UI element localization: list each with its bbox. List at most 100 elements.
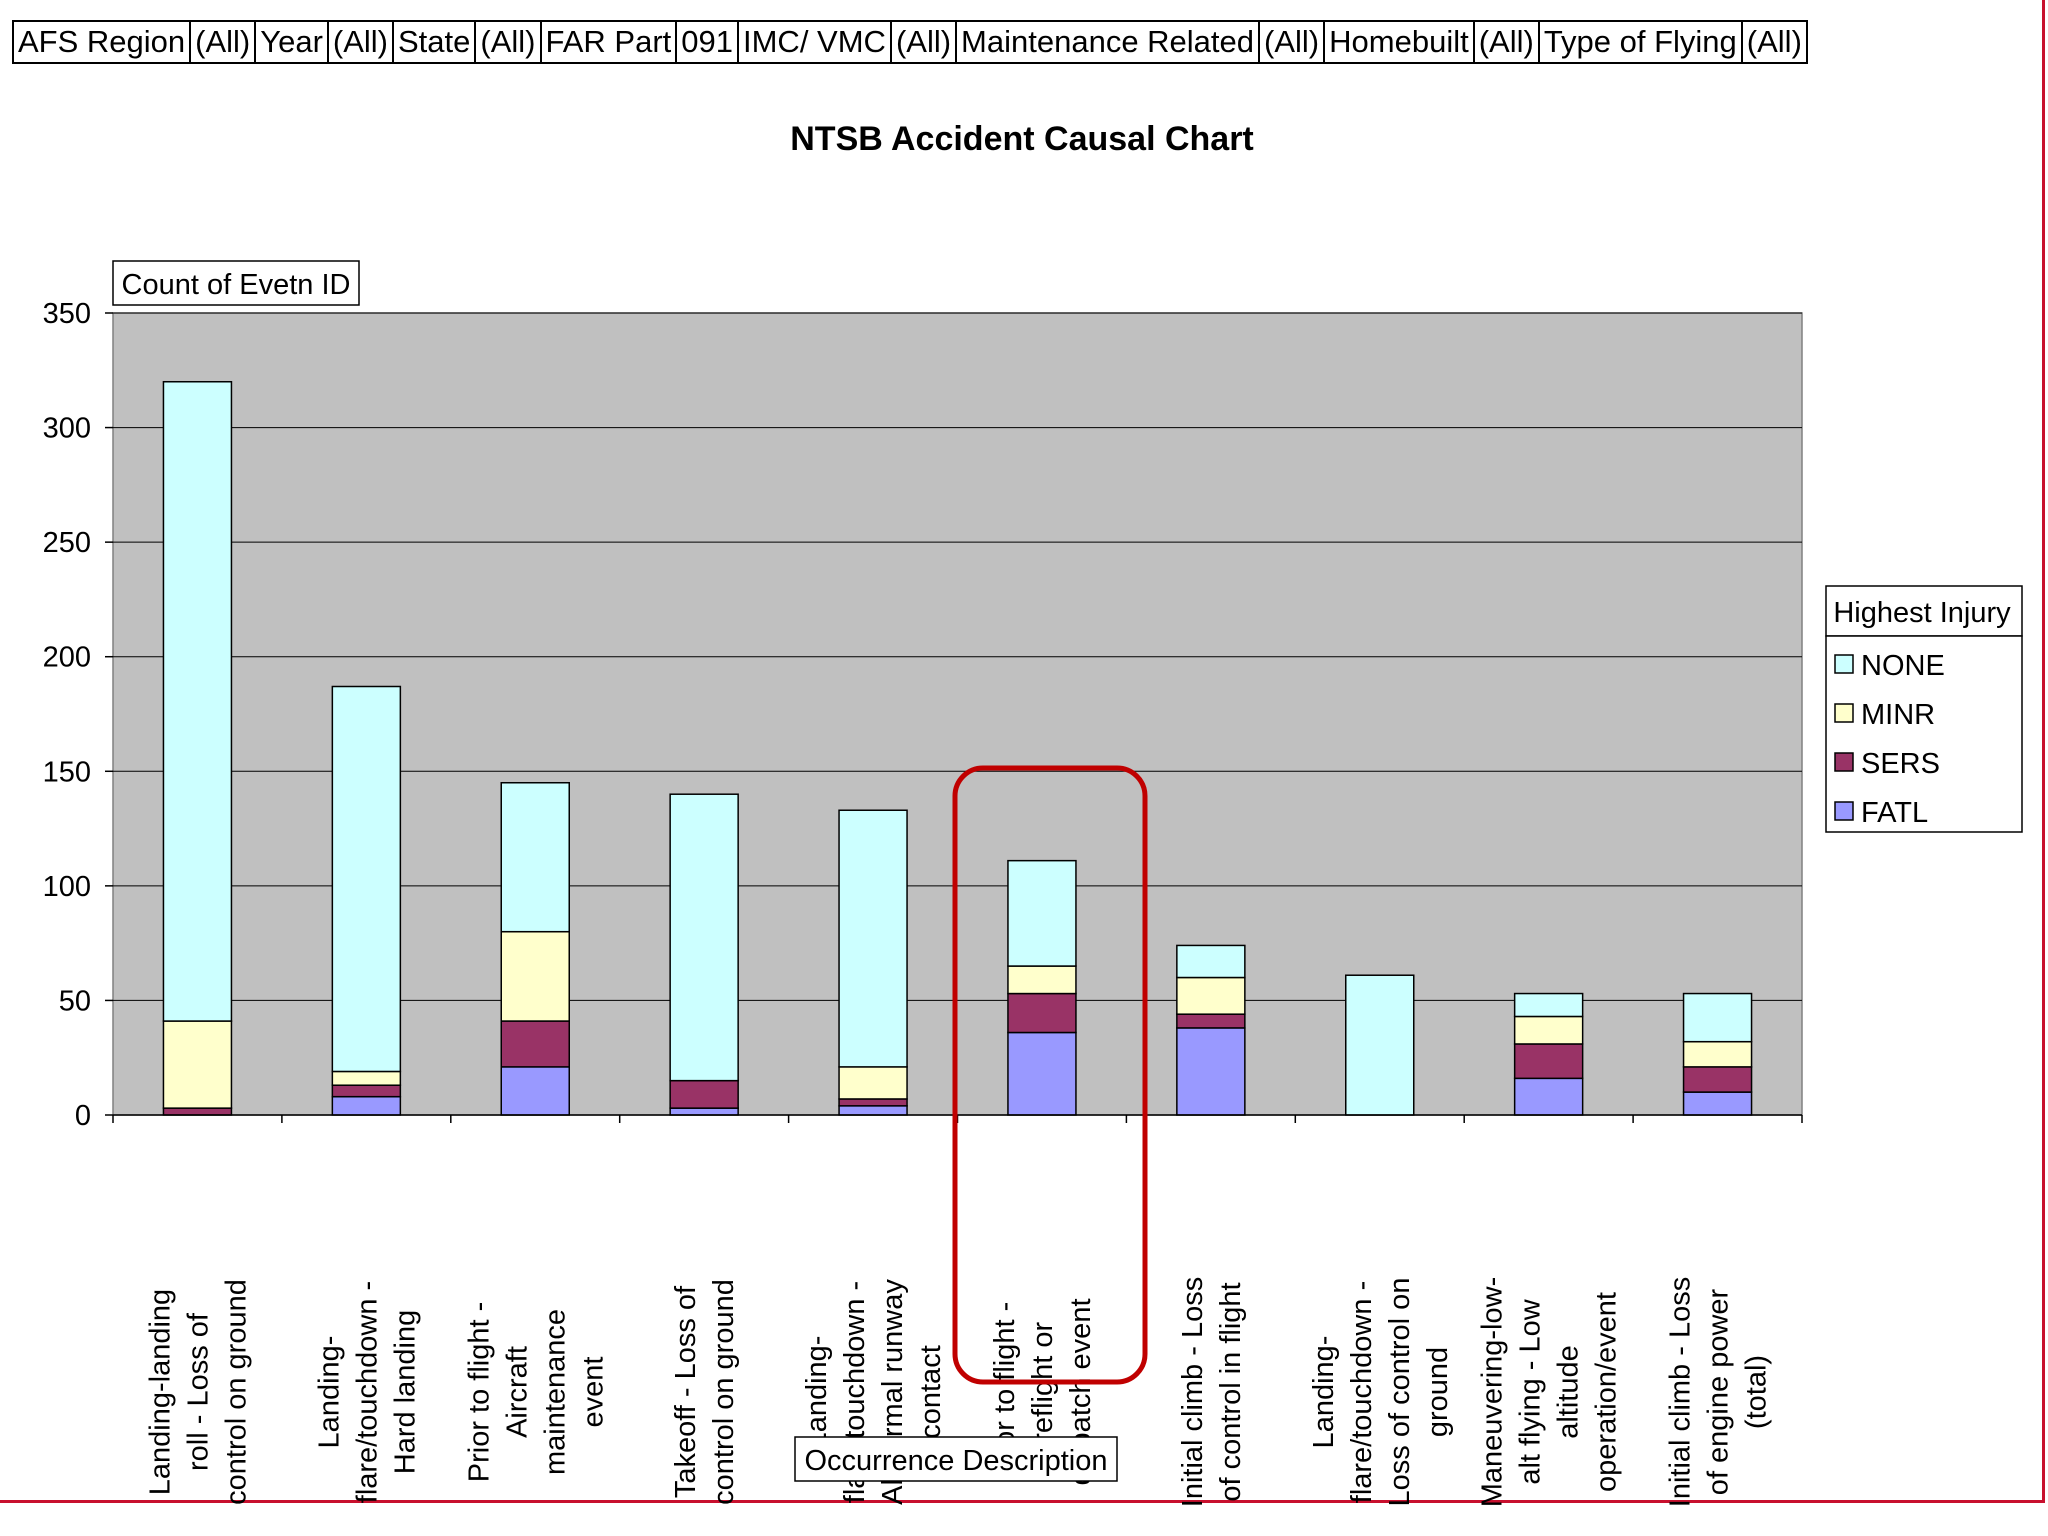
filter-field-imc-vmc[interactable]: IMC/ VMC — [739, 22, 892, 62]
x-axis-title: Occurrence Description — [805, 1445, 1108, 1477]
bar-segment-minr — [1176, 976, 1246, 1015]
bar-segment-sers — [1513, 1043, 1584, 1080]
y-tick-label: 0 — [75, 1100, 91, 1132]
bar-segment-fatl — [838, 1105, 908, 1116]
bar-segment-fatl — [331, 1095, 402, 1116]
x-category-label-line: operation/event — [1591, 1292, 1623, 1492]
x-category-label-line: altitude — [1553, 1345, 1585, 1439]
legend-swatch-none — [1834, 654, 1854, 674]
bar-segment-none — [1007, 859, 1077, 967]
bar-segment-none — [1513, 992, 1584, 1018]
x-category-label-line: maintenance — [539, 1309, 571, 1475]
filter-value-imc-vmc[interactable]: (All) — [892, 22, 958, 62]
x-category-label-line: Landing-landing — [144, 1289, 176, 1495]
x-category-label-line: contact — [915, 1345, 947, 1439]
filter-value-far-part[interactable]: 091 — [677, 22, 739, 62]
bar-segment-minr — [500, 930, 570, 1022]
bar-segment-none — [1176, 944, 1246, 979]
bar-segment-fatl — [500, 1066, 570, 1116]
x-category-label-line: Initial climb - Loss — [1665, 1277, 1697, 1507]
highlight-frame — [952, 765, 1148, 1385]
y-tick-label: 150 — [43, 756, 91, 788]
filter-value-maintenance-related[interactable]: (All) — [1260, 22, 1326, 62]
legend-label-minr: MINR — [1861, 699, 1935, 731]
y-axis: 0 50 100 150 200 250 300 350 — [43, 298, 113, 1132]
bar-segment-sers — [669, 1079, 739, 1109]
bar-segment-sers — [1682, 1066, 1753, 1093]
filter-field-far-part[interactable]: FAR Part — [542, 22, 678, 62]
bar-segment-none — [500, 781, 570, 933]
filter-value-year[interactable]: (All) — [329, 22, 394, 62]
x-category-label-line: Takeoff - Loss of — [670, 1285, 702, 1498]
bar-segment-fatl — [1682, 1091, 1753, 1116]
bar-segment-minr — [331, 1070, 402, 1086]
y-tick-label: 200 — [43, 642, 91, 674]
pivot-filter-bar: AFS Region (All) Year (All) State (All) … — [12, 20, 1808, 64]
x-axis-title-box — [794, 1436, 1118, 1482]
x-category-label-line: of control in flight — [1215, 1282, 1247, 1501]
x-category-label-line: Landing- — [313, 1336, 345, 1449]
chart-title: NTSB Accident Causal Chart — [790, 120, 1254, 158]
bar-segment-sers — [500, 1020, 570, 1068]
filter-field-homebuilt[interactable]: Homebuilt — [1325, 22, 1475, 62]
bar-segment-none — [162, 380, 233, 1022]
filter-field-year[interactable]: Year — [256, 22, 329, 62]
bar-segment-minr — [162, 1020, 233, 1109]
page-border-right — [2042, 0, 2045, 1503]
x-category-label-line: Maneuvering-low- — [1477, 1277, 1509, 1508]
y-axis-title: Count of Evetn ID — [122, 269, 351, 301]
bar-segment-none — [1345, 974, 1415, 1116]
filter-field-state[interactable]: State — [394, 22, 477, 62]
bar-segment-sers — [1007, 992, 1077, 1034]
x-category-label-line: Hard landing — [389, 1310, 421, 1474]
filter-value-homebuilt[interactable]: (All) — [1475, 22, 1540, 62]
x-category-label-line: Loss of control on — [1384, 1278, 1416, 1507]
legend: Highest Injury NONE MINR SERS FATL — [1825, 585, 2023, 833]
bar-segment-minr — [1007, 965, 1077, 995]
filter-value-type-of-flying[interactable]: (All) — [1746, 24, 1802, 59]
x-category-label-line: Landing- — [801, 1336, 833, 1449]
bar-segment-fatl — [1007, 1031, 1077, 1116]
filter-field-afs-region[interactable]: AFS Region — [14, 22, 192, 62]
x-category-label-line: flare/touchdown - — [351, 1281, 383, 1503]
legend-label-none: NONE — [1861, 650, 1945, 682]
x-category-label-line: event — [577, 1357, 609, 1428]
filter-value-state[interactable]: (All) — [476, 22, 542, 62]
y-tick-label: 100 — [43, 871, 91, 903]
bar-segment-fatl — [1176, 1027, 1246, 1116]
legend-swatch-sers — [1834, 752, 1854, 772]
y-tick-label: 300 — [43, 413, 91, 445]
x-category-label-line: Initial climb - Loss — [1177, 1277, 1209, 1507]
bars — [162, 380, 1753, 1116]
x-category-label-line: ground — [1422, 1347, 1454, 1437]
x-axis-category-labels: Landing-landing roll - Loss of control on … — [144, 1277, 1772, 1508]
bar-segment-sers — [1176, 1013, 1246, 1029]
x-category-label-line: Prior to flight - — [463, 1302, 495, 1483]
bar-segment-sers — [162, 1107, 233, 1116]
legend-swatch-minr — [1834, 703, 1854, 723]
legend-items: NONE MINR SERS FATL — [1834, 650, 1945, 829]
bar-segment-sers — [331, 1084, 402, 1098]
x-category-label-line: control on ground — [220, 1279, 252, 1505]
x-category-label-line: Aircraft — [501, 1346, 533, 1438]
x-category-label-line: alt flying - Low — [1515, 1298, 1547, 1484]
filter-field-maintenance-related[interactable]: Maintenance Related — [957, 22, 1261, 62]
x-category-label-line: Landing- — [1308, 1336, 1340, 1449]
x-category-label-line: of engine power — [1703, 1288, 1735, 1495]
x-category-label-line: roll - Loss of — [182, 1312, 214, 1471]
x-category-label-line: flare/touchdown - — [1346, 1281, 1378, 1503]
x-category-label-line: (total) — [1741, 1355, 1773, 1429]
filter-field-type-of-flying[interactable]: Type of Flying — [1540, 22, 1743, 62]
legend-title: Highest Injury — [1833, 597, 2011, 629]
legend-swatch-fatl — [1834, 801, 1854, 821]
legend-label-sers: SERS — [1861, 748, 1940, 780]
y-tick-label: 250 — [43, 527, 91, 559]
legend-label-fatl: FATL — [1861, 797, 1928, 829]
bar-segment-minr — [1513, 1015, 1584, 1045]
x-category-label-line: control on ground — [708, 1279, 740, 1505]
bar-segment-none — [331, 685, 402, 1073]
y-axis-title-box — [112, 260, 360, 306]
filter-value-afs-region[interactable]: (All) — [191, 22, 257, 62]
legend-title-box — [1825, 585, 2023, 637]
